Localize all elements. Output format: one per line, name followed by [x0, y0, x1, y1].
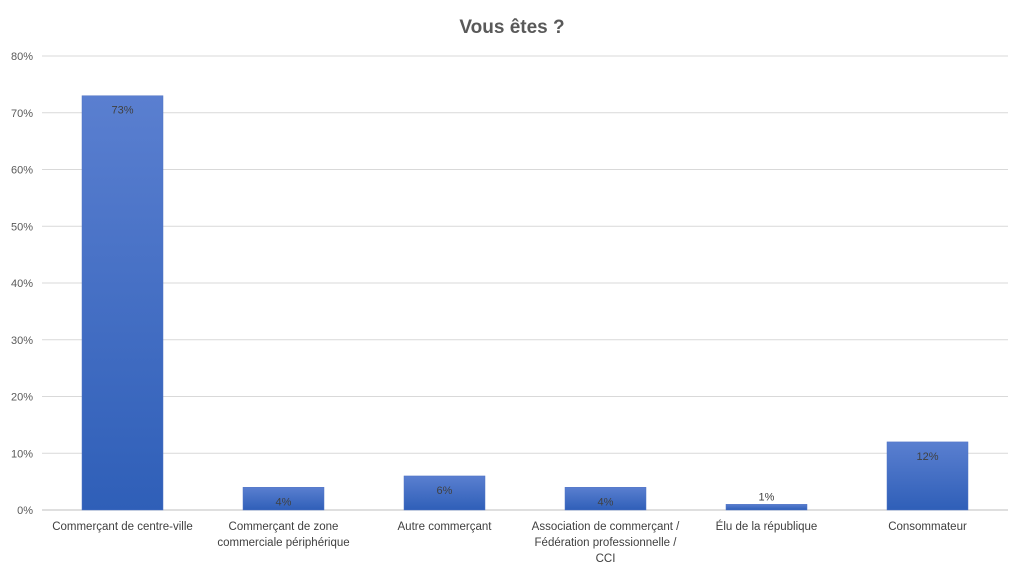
bar — [564, 487, 647, 511]
x-category-label: Élu de la république — [716, 520, 818, 533]
data-label: 4% — [276, 496, 292, 508]
x-category-label: Autre commerçant — [398, 521, 493, 533]
data-label: 4% — [598, 496, 614, 508]
x-category-label: Commerçant de zone commerciale périphériq… — [217, 521, 349, 549]
y-tick-label: 80% — [11, 51, 33, 63]
y-tick-label: 0% — [17, 505, 33, 517]
y-tick-label: 70% — [11, 108, 33, 120]
x-category-label: Commerçant de centre-ville — [52, 521, 193, 533]
y-tick-label: 40% — [11, 278, 33, 290]
data-label: 12% — [916, 451, 938, 463]
y-tick-label: 30% — [11, 335, 33, 347]
data-label: 73% — [111, 105, 133, 117]
x-category-label: Consommateur — [888, 521, 967, 533]
bar — [886, 441, 969, 511]
chart-title: Vous êtes ? — [459, 17, 564, 38]
bar — [403, 475, 486, 511]
y-tick-label: 50% — [11, 221, 33, 233]
y-tick-label: 20% — [11, 392, 33, 404]
bar — [725, 504, 808, 511]
data-label: 1% — [759, 491, 775, 503]
data-label: 6% — [437, 485, 453, 497]
y-tick-label: 10% — [11, 448, 33, 460]
x-category-label: Association de commerçant / Fédération pr… — [532, 521, 680, 565]
bar — [81, 95, 164, 511]
bar — [242, 487, 325, 511]
y-tick-label: 60% — [11, 165, 33, 177]
